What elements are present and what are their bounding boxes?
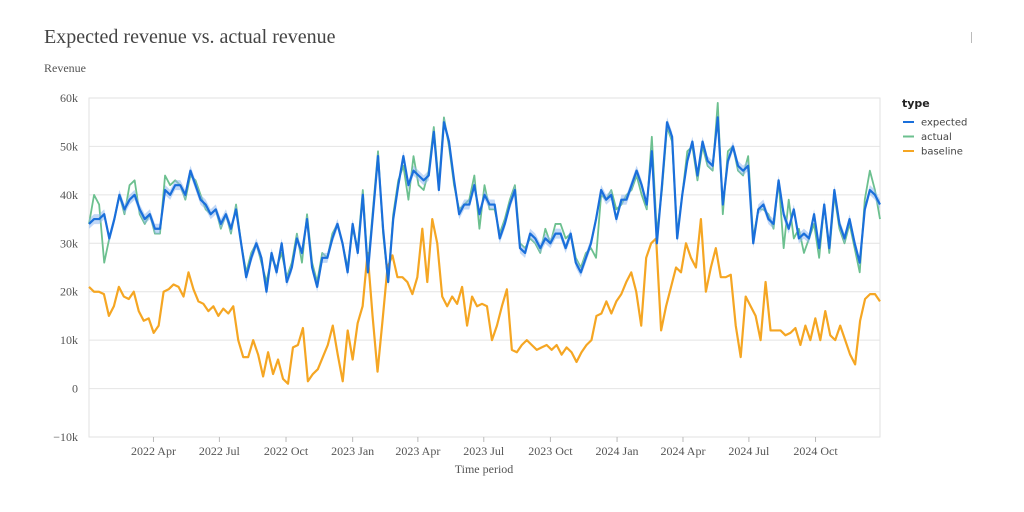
chart-title: Expected revenue vs. actual revenue [44,26,336,48]
x-tick-label: 2022 Apr [131,444,176,458]
x-tick-label: 2023 Jan [331,444,374,458]
grid-lines [89,97,880,438]
x-tick-label: 2022 Oct [264,444,309,458]
x-tick-label: 2023 Oct [528,444,573,458]
x-tick-label: 2023 Apr [395,444,440,458]
y-tick-label: 0 [72,382,78,396]
expected-line [88,116,881,293]
y-tick-label: 30k [60,236,78,250]
y-tick-label: −10k [53,430,78,444]
y-tick-label: 10k [60,333,78,347]
x-tick-label: 2024 Jan [596,444,639,458]
plot-frame [88,97,881,438]
y-tick-label: 60k [60,91,78,105]
x-tick-label: 2022 Jul [199,444,241,458]
x-tick-label: 2023 Jul [463,444,505,458]
legend: type expected actual baseline [902,97,967,158]
legend-label-baseline: baseline [921,147,963,158]
x-axis-title: Time period [455,462,514,476]
expected-confidence-band [89,112,880,297]
x-axis: 2022 Apr 2022 Jul 2022 Oct 2023 Jan 2023 Apr… [131,437,838,458]
y-tick-label: 50k [60,139,78,153]
x-tick-label: 2024 Jul [728,444,770,458]
y-tick-label: 40k [60,188,78,202]
x-tick-label: 2024 Apr [660,444,705,458]
corner-divider [971,32,972,43]
baseline-line [88,217,881,385]
legend-label-actual: actual [921,132,952,143]
y-axis: 60k 50k 40k 30k 20k 10k 0 −10k [53,91,78,444]
legend-label-expected: expected [921,118,967,129]
y-tick-label: 20k [60,285,78,299]
legend-title: type [902,97,930,110]
series-group [88,101,881,385]
y-axis-title: Revenue [44,61,86,75]
x-tick-label: 2024 Oct [793,444,838,458]
